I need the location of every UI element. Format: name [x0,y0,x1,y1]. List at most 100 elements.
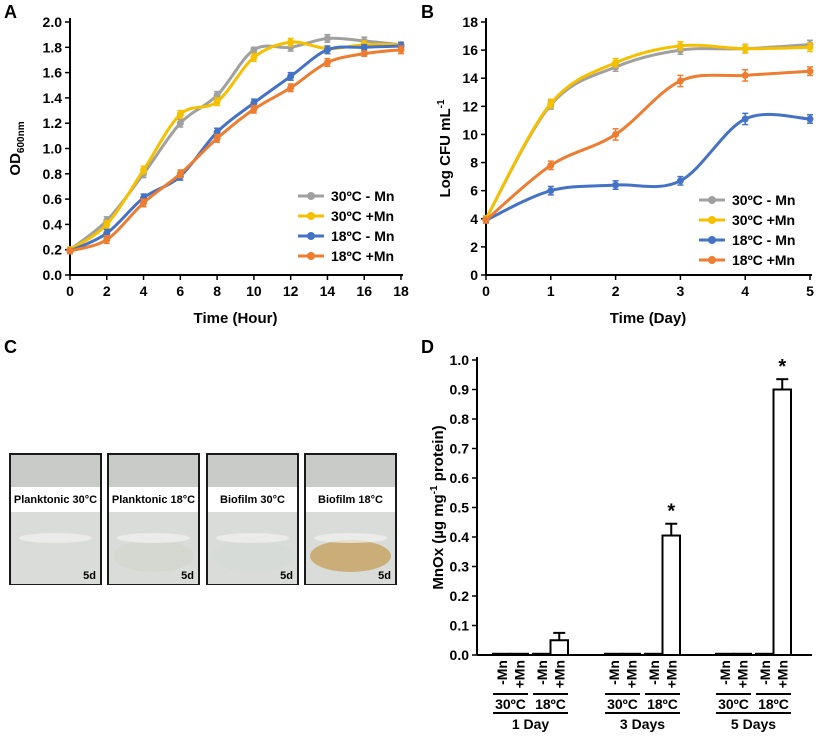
photo-caption: Planktonic 18°C [112,494,195,506]
bar [509,652,529,656]
bar-category-label: -Mn [606,660,622,685]
liquid-surface [216,533,289,543]
panel-b-data-point [806,115,814,123]
x-tick-label: 1 [547,283,555,299]
photo-caption: Planktonic 30°C [14,494,97,506]
panel-a-data-point [287,72,295,80]
panel-a-series-3-line [69,48,402,253]
bar [604,652,624,656]
x-tick-label: 2 [103,283,111,299]
temp-label: 18ºC [535,696,566,712]
panel-a-data-point [140,166,148,174]
bar [549,639,569,656]
x-tick-label: 10 [246,283,262,299]
x-tick-label: 8 [213,283,221,299]
temp-label: 30ºC [607,696,638,712]
photo-caption: Biofilm 18°C [318,494,383,506]
y-tick-label: 0.4 [450,529,470,545]
bar [532,652,552,656]
panel-b-series-2-line [485,112,811,222]
panel-b-data-point [547,161,555,169]
bar-category-label: -Mn [494,660,510,685]
y-axis-title-main: OD [7,153,24,176]
panel-b-series-3-line [485,69,811,222]
day-group-label: 5 Days [731,716,776,732]
y-tick-label: 2 [470,239,478,255]
y-axis-title-superscript: -1 [436,99,447,108]
panel-b-data-point [676,42,684,50]
panel-a-data-point [213,91,221,99]
panel-a-data-point [250,46,258,54]
x-tick-label: 0 [482,283,490,299]
legend-swatch-marker [708,236,716,244]
y-axis-title-mid: g mg [430,494,447,530]
panel-b-data-point [806,43,814,51]
y-tick-label: 1.8 [43,39,63,55]
y-tick-label: 16 [462,42,478,58]
panel-letter: A [4,2,17,22]
panel-letter: C [4,337,17,357]
bar-category-label: +Mn [734,660,750,688]
temp-label: 30ºC [495,696,526,712]
legend-swatch-marker [307,192,315,200]
x-tick-label: 14 [320,283,336,299]
panel-a-data-point [250,99,258,107]
x-axis-title: Time (Day) [610,310,686,327]
bar-category-label: -Mn [534,660,550,685]
bar [772,388,792,656]
temp-label: 18ºC [758,696,789,712]
y-tick-label: 8 [470,155,478,171]
y-axis-title-subscript: 600nm [16,121,27,153]
legend-label: 30ºC +Mn [732,212,795,228]
legend-swatch-marker [708,196,716,204]
y-tick-label: 18 [462,14,478,30]
panel-a-data-point [323,58,331,66]
bar-category-label: +Mn [774,660,790,688]
panel-b-data-point [612,59,620,67]
y-tick-label: 1.6 [43,65,63,81]
panel-a-data-point [360,43,368,51]
y-tick-label: 0.9 [450,382,470,398]
panel-a-data-point [250,105,258,113]
y-tick-label: 1.0 [43,141,63,157]
x-tick-label: 16 [356,283,372,299]
day-group-label: 1 Day [512,716,550,732]
x-tick-label: 4 [741,283,749,299]
panel-a-data-point [140,199,148,207]
panel-a-data-point [323,34,331,42]
significance-asterisk: * [778,356,786,378]
legend-label: 18ºC - Mn [732,232,795,248]
bar [661,534,681,657]
caption-box [109,487,198,512]
y-axis-title-main: Log CFU mL [437,108,454,197]
y-axis-title-post: protein) [430,425,447,485]
y-tick-label: 0.8 [43,166,63,182]
panel-a-line-chart: A 0.0 0.2 0.4 0.6 0.8 1.0 1.2 1.4 1.6 1.8 2.0 0 2 4 6 8 1… [4,2,409,327]
legend-label: 18ºC +Mn [331,248,394,264]
panel-a-data-point [103,229,111,237]
panel-a-data-point [397,46,405,54]
culture-liquid [15,540,96,572]
day-label: 5d [280,570,293,582]
bar-category-label: -Mn [757,660,773,685]
panel-a-data-point [213,134,221,142]
y-tick-label: 1.2 [43,115,63,131]
panel-b-data-point [676,77,684,85]
bar-category-label: +Mn [663,660,679,688]
panel-letter: B [421,2,434,22]
y-tick-label: 0.5 [450,500,470,516]
y-tick-label: 4 [470,211,478,227]
bar-category-label: -Mn [717,660,733,685]
caption-box [208,487,297,512]
panel-a-data-point [176,170,184,178]
caption-box [11,487,100,512]
y-tick-label: 0.1 [450,618,470,634]
y-tick-label: 1.4 [43,90,63,106]
panel-a-data-point [360,50,368,58]
panel-a-data-point [103,236,111,244]
bar-category-label: -Mn [646,660,662,685]
y-tick-label: 12 [462,98,478,114]
y-tick-label: 2.0 [43,14,63,30]
